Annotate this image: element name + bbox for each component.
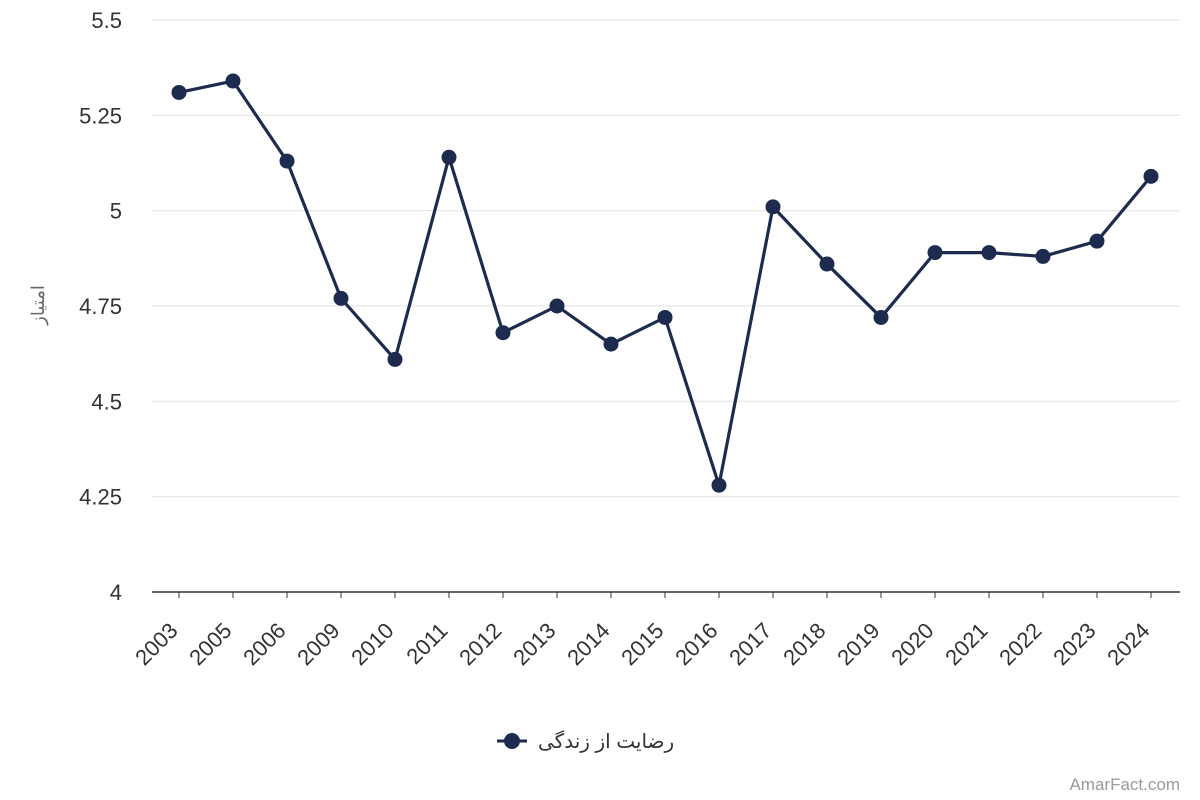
x-tick-label: 2021: [940, 618, 992, 670]
watermark: AmarFact.com: [1069, 775, 1180, 794]
x-tick-label: 2023: [1048, 618, 1100, 670]
x-tick-label: 2011: [401, 618, 452, 669]
data-point[interactable]: [441, 149, 457, 165]
y-tick-label: 4.25: [79, 485, 122, 510]
data-point[interactable]: [171, 84, 187, 100]
x-tick-label: 2017: [724, 618, 776, 670]
x-tick-label: 2012: [454, 618, 506, 670]
data-point[interactable]: [981, 245, 997, 261]
data-point[interactable]: [603, 336, 619, 352]
series-line: [177, 79, 1153, 487]
y-tick-label: 5: [110, 199, 122, 224]
data-point[interactable]: [549, 298, 565, 314]
legend[interactable]: رضایت از زندگی: [497, 730, 674, 753]
data-point[interactable]: [1089, 233, 1105, 249]
x-tick-label: 2022: [994, 618, 1046, 670]
x-tick-label: 2010: [346, 618, 398, 670]
data-point[interactable]: [387, 351, 403, 367]
x-tick-label: 2013: [508, 618, 560, 670]
y-tick-label: 4: [110, 580, 122, 605]
gridlines: [152, 19, 1180, 498]
data-point[interactable]: [765, 199, 781, 215]
data-point[interactable]: [819, 256, 835, 272]
data-point[interactable]: [657, 309, 673, 325]
data-point[interactable]: [225, 73, 241, 89]
data-point[interactable]: [1035, 248, 1051, 264]
x-tick-label: 2019: [832, 618, 884, 670]
x-tick-label: 2018: [778, 618, 830, 670]
data-point[interactable]: [711, 477, 727, 493]
data-point[interactable]: [495, 325, 511, 341]
y-tick-label: 4.5: [91, 389, 122, 414]
y-tick-label: 4.75: [79, 294, 122, 319]
legend-series-label: رضایت از زندگی: [538, 730, 674, 753]
x-tick-label: 2014: [562, 618, 614, 670]
data-point[interactable]: [333, 290, 349, 306]
x-tick-label: 2016: [670, 618, 722, 670]
data-point[interactable]: [1143, 168, 1159, 184]
y-tick-label: 5.5: [91, 8, 122, 33]
x-axis-ticks: 2003 2005 2006 2009 2010 2011 2012 2013 2014 2015…: [130, 592, 1155, 670]
x-tick-label: 2009: [292, 618, 344, 670]
x-tick-label: 2015: [616, 618, 668, 670]
x-tick-label: 2006: [238, 618, 290, 670]
x-tick-label: 2024: [1102, 618, 1154, 670]
y-axis-ticks: 4 4.25 4.5 4.75 5 5.25 5.5: [79, 8, 122, 605]
data-point[interactable]: [927, 245, 943, 261]
data-point[interactable]: [873, 309, 889, 325]
y-tick-label: 5.25: [79, 103, 122, 128]
data-point[interactable]: [279, 153, 295, 169]
x-tick-label: 2020: [886, 618, 938, 670]
x-tick-label: 2005: [184, 618, 236, 670]
series-layer: [171, 73, 1159, 493]
x-tick-label: 2003: [130, 618, 182, 670]
y-axis-label: امتیاز: [28, 285, 48, 326]
legend-dot-marker: [504, 733, 520, 749]
